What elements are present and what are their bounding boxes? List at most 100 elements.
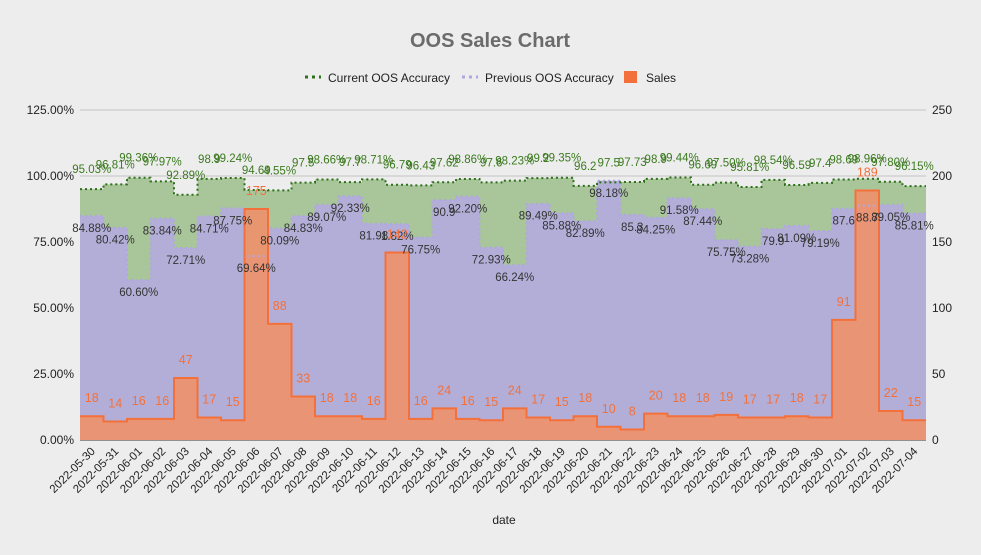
y-right-tick-label: 150 [932, 235, 952, 249]
data-label-previous: 73.28% [730, 254, 769, 266]
data-label-previous: 92.33% [331, 203, 370, 215]
data-label-previous: 82.89% [566, 228, 605, 240]
data-label-current: 99.2 [527, 153, 549, 165]
data-label-sales: 18 [696, 391, 710, 405]
data-label-previous: 88.7 [856, 213, 878, 225]
data-label-current: 99.44% [660, 152, 699, 164]
data-label-previous: 85.88% [542, 220, 581, 232]
data-label-current: 97.80% [871, 157, 910, 169]
data-label-previous: 84.88% [72, 223, 111, 235]
data-label-sales: 20 [649, 389, 663, 403]
legend-item-previous[interactable]: Previous OOS Accuracy [462, 71, 614, 85]
data-label-sales: 18 [320, 391, 334, 405]
data-label-previous: 87.6 [833, 216, 855, 228]
legend-item-sales[interactable]: Sales [624, 71, 676, 85]
data-label-sales: 16 [367, 394, 381, 408]
data-label-previous: 76.75% [401, 244, 440, 256]
y-axis-right: 0 50 100 150 200 250 [932, 103, 952, 447]
data-label-sales: 15 [555, 395, 569, 409]
data-label-sales: 19 [719, 390, 733, 404]
data-label-sales: 17 [531, 393, 545, 407]
data-label-current: 98.9 [645, 154, 667, 166]
data-label-previous: 85.3 [621, 222, 643, 234]
data-label-previous: 80.42% [96, 235, 135, 247]
data-label-previous: 98.18% [589, 188, 628, 200]
data-label-previous: 66.24% [495, 272, 534, 284]
data-label-sales: 175 [246, 184, 267, 198]
data-label-current: 95.03% [72, 164, 111, 176]
data-label-sales: 24 [437, 383, 451, 397]
data-label-current: 98.23% [495, 156, 534, 168]
data-label-sales: 16 [132, 394, 146, 408]
data-label-current: 97.97% [143, 156, 182, 168]
data-label-sales: 16 [155, 394, 169, 408]
data-label-current: 98.66% [307, 155, 346, 167]
data-label-previous: 81.98 [359, 231, 388, 243]
data-label-current: 97.4 [809, 158, 832, 170]
data-label-sales: 88 [273, 299, 287, 313]
data-label-current: 99.35% [542, 153, 581, 165]
data-label-sales: 18 [85, 391, 99, 405]
data-label-sales: 16 [414, 394, 428, 408]
data-label-current: 98.69 [829, 154, 858, 166]
legend-swatch-sales [624, 71, 637, 83]
data-label-previous: 79.19% [801, 238, 840, 250]
data-label-sales: 16 [461, 394, 475, 408]
data-label-current: 96.81% [96, 159, 135, 171]
data-label-previous: 90.9 [433, 207, 455, 219]
data-label-current: 96.69 [688, 160, 717, 172]
data-label-previous: 87.44% [683, 216, 722, 228]
data-label-previous: 84.83% [284, 223, 323, 235]
data-label-sales: 17 [202, 393, 216, 407]
data-label-previous: 91.58% [660, 205, 699, 217]
legend: Current OOS Accuracy Previous OOS Accura… [305, 71, 676, 85]
data-label-current: 96.43 [406, 160, 435, 172]
data-label-sales: 17 [743, 393, 757, 407]
data-labels-current: 95.03%96.81%99.36%97.97%92.89%98.999.24%… [72, 152, 934, 181]
y-axis-left: 0.00% 25.00% 50.00% 75.00% 100.00% 125.00% [27, 103, 75, 447]
data-label-previous: 60.60% [119, 287, 158, 299]
data-label-sales: 17 [813, 393, 827, 407]
y-left-tick-label: 100.00% [27, 169, 75, 183]
data-labels-previous: 84.88%80.42% 60.60% 83.84% 72.71% 84.71%87.7… [72, 188, 934, 299]
data-label-current: 97.50% [707, 158, 746, 170]
data-label-previous: 89.05% [871, 212, 910, 224]
data-label-sales: 33 [296, 371, 310, 385]
data-label-current: 94.69 [242, 165, 271, 177]
data-label-previous: 89.49% [519, 211, 558, 223]
data-label-current: 4.55% [263, 165, 296, 177]
data-label-current: 98.86% [448, 154, 487, 166]
legend-label-previous: Previous OOS Accuracy [485, 71, 614, 85]
data-label-previous: 85.81% [895, 220, 934, 232]
data-label-sales: 22 [884, 386, 898, 400]
data-label-previous: 81.09% [777, 233, 816, 245]
y-left-tick-label: 125.00% [27, 103, 75, 117]
y-right-tick-label: 200 [932, 169, 952, 183]
legend-label-current: Current OOS Accuracy [328, 71, 450, 85]
data-label-current: 96.59 [782, 160, 811, 172]
data-label-current: 96.79 [383, 160, 412, 172]
y-right-tick-label: 250 [932, 103, 952, 117]
data-label-sales: 14 [108, 397, 122, 411]
data-label-current: 98.71% [354, 154, 393, 166]
data-label-sales: 18 [343, 391, 357, 405]
data-label-sales: 17 [766, 393, 780, 407]
legend-item-current[interactable]: Current OOS Accuracy [305, 71, 450, 85]
data-label-current: 97.5 [598, 157, 620, 169]
data-label-current: 98.54% [754, 155, 793, 167]
data-label-previous: 72.71% [166, 255, 205, 267]
data-label-sales: 47 [179, 353, 193, 367]
data-label-current: 97.73 [618, 157, 647, 169]
data-label-sales: 18 [578, 391, 592, 405]
data-label-sales: 10 [602, 402, 616, 416]
data-label-sales: 91 [837, 295, 851, 309]
data-label-current: 97.7 [339, 157, 361, 169]
data-label-sales: 18 [672, 391, 686, 405]
line-sales [80, 189, 926, 431]
data-label-current: 96.2 [574, 161, 596, 173]
data-label-sales: 15 [484, 395, 498, 409]
data-label-previous: 87.75% [213, 215, 252, 227]
data-label-previous: 1.82% [381, 231, 414, 243]
data-label-current: 99.36% [119, 153, 158, 165]
